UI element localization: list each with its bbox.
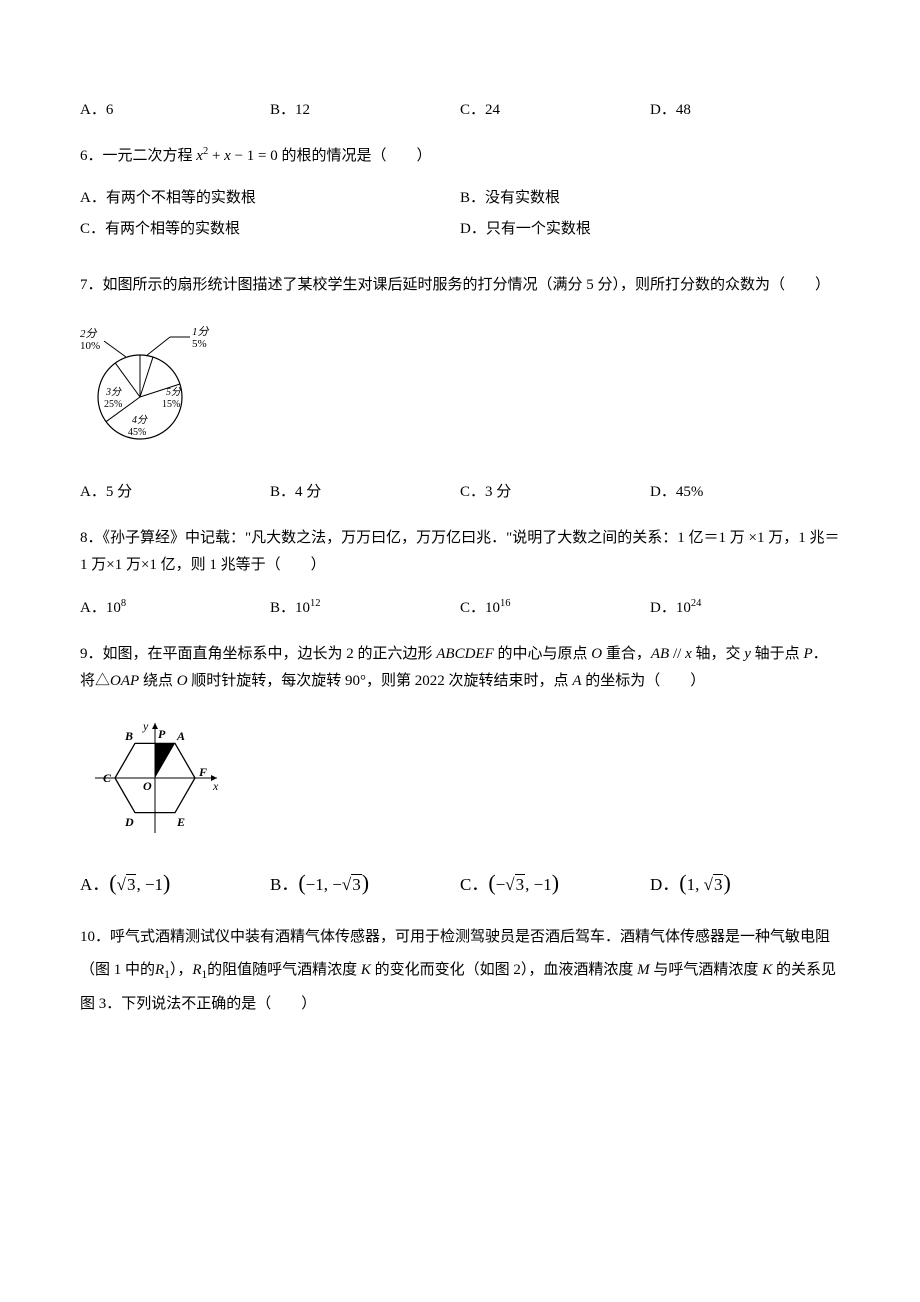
q5-opt-b: B．12 xyxy=(270,100,460,121)
q9-x: x xyxy=(685,646,692,662)
q9a-pre: A． xyxy=(80,875,109,894)
q8-opt-c: C．1016 xyxy=(460,597,650,619)
q6-opt-a: A．有两个不相等的实数根 xyxy=(80,188,460,209)
q10-t3: 的阻值随呼气酒精浓度 xyxy=(207,962,361,978)
pie-label-4fen: 4分 xyxy=(132,414,148,426)
q7-pie-chart: 5分 15% 4分 45% 3分 25% 1分 5% 2分 10% xyxy=(80,317,840,464)
q8-options: A．108 B．1012 C．1016 D．1024 xyxy=(80,597,840,619)
q9d-pre: D． xyxy=(650,875,679,894)
q7-stem: 7．如图所示的扇形统计图描述了某校学生对课后延时服务的打分情况（满分 5 分），… xyxy=(80,272,840,299)
pie-chart-svg: 5分 15% 4分 45% 3分 25% 1分 5% 2分 10% xyxy=(80,317,210,457)
svg-text:C: C xyxy=(103,771,112,785)
q6-equation: x xyxy=(196,148,203,164)
pie-label-1pct: 5% xyxy=(192,338,207,350)
pie-label-3pct: 25% xyxy=(104,399,122,410)
q6-opt-c: C．有两个相等的实数根 xyxy=(80,219,460,240)
svg-text:O: O xyxy=(143,779,152,793)
q9-t6: 轴于点 xyxy=(751,646,804,662)
q9-t9: 顺时针旋转，每次旋转 90°，则第 2022 次旋转结束时，点 xyxy=(188,673,573,689)
q6-stem-pre: 6．一元二次方程 xyxy=(80,148,193,164)
q10-K2: K xyxy=(762,962,772,978)
q8-opt-d: D．1024 xyxy=(650,597,840,619)
pie-label-2fen: 2分 xyxy=(80,327,98,340)
q9-AB: AB xyxy=(651,646,669,662)
pie-label-3fen: 3分 xyxy=(105,386,122,398)
pie-label-5pct: 15% xyxy=(162,399,180,410)
q9-P: P xyxy=(803,646,812,662)
q10-R1b: R xyxy=(192,962,201,978)
q9-t4: // xyxy=(669,646,685,662)
svg-text:y: y xyxy=(142,719,149,733)
q9-t2: 的中心与原点 xyxy=(494,646,592,662)
q9c-pre: C． xyxy=(460,875,488,894)
q9-hexagon-figure: A B C D E F O P x y xyxy=(80,713,840,850)
svg-text:D: D xyxy=(124,815,134,829)
svg-text:E: E xyxy=(176,815,185,829)
q8-stem: 8．《孙子算经》中记载："凡大数之法，万万曰亿，万万亿曰兆．"说明了大数之间的关… xyxy=(80,525,840,579)
pie-label-4pct: 45% xyxy=(128,427,146,438)
q9-OAP: OAP xyxy=(110,673,139,689)
q10-t2: ）， xyxy=(170,962,193,978)
q9-opt-a: A．(3, −1) xyxy=(80,868,270,899)
q8-opt-a: A．108 xyxy=(80,597,270,619)
q9-t3: 重合， xyxy=(602,646,651,662)
q6-stem-post: 的根的情况是（ ） xyxy=(282,148,432,164)
q6-stem: 6．一元二次方程 x2 + x − 1 = 0 的根的情况是（ ） xyxy=(80,143,840,170)
q9-options: A．(3, −1) B．(−1, −3) C．(−3, −1) D．(1, 3) xyxy=(80,868,840,899)
q10-stem: 10．呼气式酒精测试仪中装有酒精气体传感器，可用于检测驾驶员是否酒后驾车．酒精气… xyxy=(80,921,840,1021)
q6-opt-d: D．只有一个实数根 xyxy=(460,219,840,240)
svg-text:B: B xyxy=(124,729,133,743)
q6-opt-b: B．没有实数根 xyxy=(460,188,840,209)
q5-opt-d: D．48 xyxy=(650,100,840,121)
svg-text:P: P xyxy=(158,727,166,741)
hexagon-svg: A B C D E F O P x y xyxy=(80,713,240,843)
q9-hex: ABCDEF xyxy=(436,646,494,662)
pie-label-2pct: 10% xyxy=(80,340,100,352)
q10-t5: 与呼气酒精浓度 xyxy=(650,962,763,978)
q9-t1: 9．如图，在平面直角坐标系中，边长为 2 的正六边形 xyxy=(80,646,436,662)
q5-opt-c: C．24 xyxy=(460,100,650,121)
q9-opt-b: B．(−1, −3) xyxy=(270,868,460,899)
q9-opt-d: D．(1, 3) xyxy=(650,868,840,899)
pie-label-5fen: 5分 xyxy=(166,386,182,398)
q5-options: A．6 B．12 C．24 D．48 xyxy=(80,100,840,121)
q9-t8: 绕点 xyxy=(139,673,177,689)
q9-stem: 9．如图，在平面直角坐标系中，边长为 2 的正六边形 ABCDEF 的中心与原点… xyxy=(80,641,840,695)
q5-opt-a: A．6 xyxy=(80,100,270,121)
q10-M: M xyxy=(637,962,650,978)
q10-K1: K xyxy=(361,962,371,978)
q7-opt-b: B．4 分 xyxy=(270,482,460,503)
svg-text:F: F xyxy=(198,765,207,779)
q9-opt-c: C．(−3, −1) xyxy=(460,868,650,899)
q9-y: y xyxy=(744,646,751,662)
q10-t4: 的变化而变化（如图 2），血液酒精浓度 xyxy=(371,962,637,978)
svg-text:A: A xyxy=(176,729,185,743)
q9b-pre: B． xyxy=(270,875,298,894)
pie-label-1fen: 1分 xyxy=(192,325,210,338)
q8-opt-b: B．1012 xyxy=(270,597,460,619)
q10-R1a: R xyxy=(155,962,164,978)
q9-t10: 的坐标为（ ） xyxy=(581,673,705,689)
q9-t5: 轴，交 xyxy=(692,646,745,662)
q7-opt-d: D．45% xyxy=(650,482,840,503)
q9-O2: O xyxy=(177,673,188,689)
q7-opt-c: C．3 分 xyxy=(460,482,650,503)
q7-opt-a: A．5 分 xyxy=(80,482,270,503)
q6-options: A．有两个不相等的实数根 B．没有实数根 C．有两个相等的实数根 D．只有一个实… xyxy=(80,188,840,250)
q7-options: A．5 分 B．4 分 C．3 分 D．45% xyxy=(80,482,840,503)
svg-text:x: x xyxy=(212,779,219,793)
q9-O: O xyxy=(591,646,602,662)
